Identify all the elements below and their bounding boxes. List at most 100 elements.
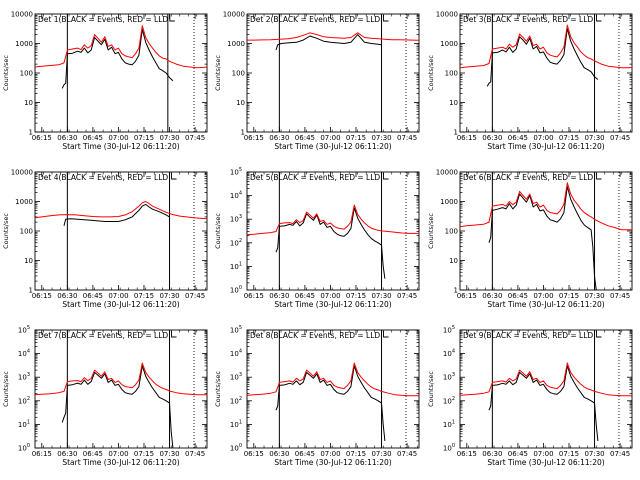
plot-frame bbox=[246, 171, 420, 291]
x-axis-label: Start Time (30-Jul-12 06:11:20) bbox=[62, 458, 179, 467]
y-tick-exponent: 4 bbox=[239, 349, 242, 355]
x-tick-label: 07:15 bbox=[559, 450, 579, 458]
x-tick-label: 06:45 bbox=[508, 292, 528, 300]
y-tick-base: 10 bbox=[443, 327, 452, 335]
y-tick-exponent: 2 bbox=[27, 396, 30, 402]
y-tick-label: 105 bbox=[230, 325, 242, 335]
x-tick-label: 06:15 bbox=[457, 450, 477, 458]
plot-frame bbox=[246, 329, 420, 449]
panel-det-4: 1 10 100 1000 10000 06:15 06:30 06:45 07:00 07:15… bbox=[2, 169, 208, 309]
series-line-lld bbox=[34, 362, 207, 396]
y-axis-label: Counts/sec bbox=[2, 371, 10, 407]
panel-title: Det 6(BLACK = Events, RED = LLD bbox=[463, 173, 593, 182]
series-line-events bbox=[488, 186, 597, 291]
x-tick-label: 06:30 bbox=[269, 292, 289, 300]
y-tick-label: 102 bbox=[18, 396, 30, 406]
y-tick-label: 105 bbox=[230, 167, 242, 177]
x-tick-label: 07:30 bbox=[159, 292, 179, 300]
x-tick-label: 06:45 bbox=[295, 134, 315, 142]
x-tick-label: 06:30 bbox=[482, 292, 502, 300]
x-tick-label: 06:30 bbox=[57, 292, 77, 300]
x-tick-label: 07:00 bbox=[108, 134, 128, 142]
y-tick-label: 1 bbox=[454, 287, 458, 295]
x-tick-label: 06:45 bbox=[295, 292, 315, 300]
y-tick-label: 103 bbox=[230, 214, 242, 224]
y-tick-base: 10 bbox=[18, 327, 27, 335]
y-tick-label: 100 bbox=[232, 70, 245, 78]
y-tick-label: 102 bbox=[230, 238, 242, 248]
bracket-mark bbox=[171, 331, 177, 338]
y-tick-label: 100 bbox=[445, 228, 458, 236]
x-tick-label: 07:00 bbox=[108, 292, 128, 300]
y-tick-exponent: 5 bbox=[239, 167, 242, 173]
x-tick-label: 06:15 bbox=[457, 292, 477, 300]
y-tick-label: 10 bbox=[449, 257, 458, 265]
y-tick-exponent: 0 bbox=[239, 443, 242, 449]
y-tick-label: 10 bbox=[24, 257, 33, 265]
x-tick-label: 06:45 bbox=[83, 134, 103, 142]
x-tick-label: 07:45 bbox=[397, 134, 417, 142]
y-tick-base: 10 bbox=[230, 239, 239, 247]
series-line-events bbox=[488, 365, 599, 441]
x-tick-label: 07:00 bbox=[320, 134, 340, 142]
x-tick-label: 06:15 bbox=[457, 134, 477, 142]
y-tick-exponent: 1 bbox=[27, 419, 30, 425]
y-axis-label: Counts/sec bbox=[427, 213, 435, 249]
x-tick-label: 07:30 bbox=[371, 134, 391, 142]
x-tick-label: 07:00 bbox=[533, 134, 553, 142]
y-tick-label: 104 bbox=[230, 191, 242, 201]
y-tick-label: 101 bbox=[443, 419, 455, 429]
y-tick-label: 1 bbox=[29, 129, 33, 137]
bracket-mark bbox=[596, 331, 602, 338]
panel-title: Det 4(BLACK = Events, RED = LLD bbox=[38, 173, 168, 182]
x-tick-label: 07:45 bbox=[610, 450, 630, 458]
panel-det-6: 1 10 100 1000 10000 06:15 06:30 06:45 07:00 07:15… bbox=[427, 169, 633, 309]
y-tick-exponent: 2 bbox=[239, 396, 242, 402]
y-tick-label: 101 bbox=[18, 419, 30, 429]
x-axis-label: Start Time (30-Jul-12 06:11:20) bbox=[62, 142, 179, 151]
x-tick-label: 07:30 bbox=[159, 450, 179, 458]
series-line-events bbox=[275, 207, 386, 279]
x-tick-label: 06:45 bbox=[83, 292, 103, 300]
y-tick-exponent: 5 bbox=[27, 325, 30, 331]
y-tick-label: 1000 bbox=[440, 40, 458, 48]
x-tick-label: 07:30 bbox=[584, 292, 604, 300]
y-tick-label: 102 bbox=[443, 396, 455, 406]
panel-det-1: 1 10 100 1000 10000 06:15 06:30 06:45 07:00 07:15… bbox=[2, 11, 208, 151]
panel-title: Det 9(BLACK = Events, RED = LLD bbox=[463, 331, 593, 340]
bracket-mark bbox=[383, 331, 389, 338]
y-tick-base: 10 bbox=[443, 421, 452, 429]
x-tick-label: 07:00 bbox=[320, 450, 340, 458]
x-tick-label: 07:00 bbox=[533, 450, 553, 458]
y-tick-base: 10 bbox=[230, 350, 239, 358]
y-tick-label: 100 bbox=[230, 443, 242, 453]
series-line-lld bbox=[34, 201, 208, 220]
x-tick-label: 07:30 bbox=[371, 292, 391, 300]
y-tick-base: 10 bbox=[230, 374, 239, 382]
x-tick-label: 06:45 bbox=[508, 450, 528, 458]
y-tick-exponent: 2 bbox=[239, 238, 242, 244]
y-tick-exponent: 1 bbox=[452, 419, 455, 425]
y-tick-label: 10000 bbox=[11, 169, 33, 177]
panel-title: Det 7(BLACK = Events, RED = LLD bbox=[38, 331, 168, 340]
y-tick-label: 1000 bbox=[15, 40, 33, 48]
y-tick-base: 10 bbox=[230, 421, 239, 429]
x-tick-label: 07:15 bbox=[346, 134, 366, 142]
x-tick-label: 06:30 bbox=[269, 134, 289, 142]
y-tick-base: 10 bbox=[18, 421, 27, 429]
x-tick-label: 07:45 bbox=[397, 292, 417, 300]
y-tick-base: 10 bbox=[18, 445, 27, 453]
plot-frame bbox=[459, 171, 633, 291]
series-line-events bbox=[275, 365, 386, 441]
x-tick-label: 07:15 bbox=[559, 292, 579, 300]
panel-det-3: 1 10 100 1000 10000 06:15 06:30 06:45 07:00 07:15… bbox=[427, 11, 633, 151]
series-line-events bbox=[61, 365, 174, 449]
y-tick-exponent: 1 bbox=[239, 419, 242, 425]
y-axis-label: Counts/sec bbox=[214, 213, 222, 249]
y-tick-label: 1000 bbox=[15, 198, 33, 206]
bracket-mark bbox=[596, 173, 602, 180]
y-tick-base: 10 bbox=[18, 350, 27, 358]
y-tick-base: 10 bbox=[18, 397, 27, 405]
y-tick-base: 10 bbox=[230, 287, 239, 295]
